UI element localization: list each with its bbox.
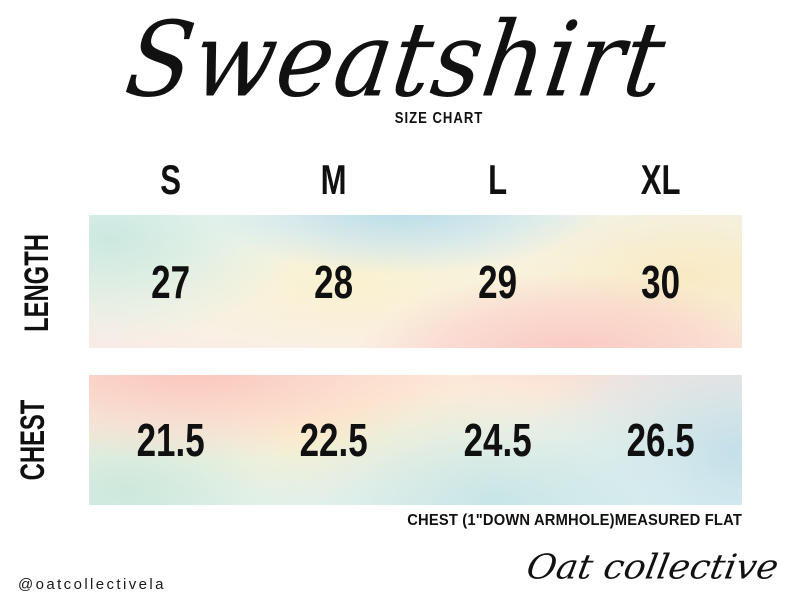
measurement-row-length: 27 28 29 30 bbox=[89, 215, 742, 348]
length-value-xl: 30 bbox=[640, 255, 680, 308]
length-value-s: 27 bbox=[151, 255, 191, 308]
row-label-length: LENGTH bbox=[18, 234, 56, 332]
length-value-l: 29 bbox=[477, 255, 517, 308]
column-header-m: M bbox=[320, 156, 347, 203]
measurement-row-chest: 21.5 22.5 24.5 26.5 bbox=[89, 375, 742, 505]
column-header-s: S bbox=[160, 156, 181, 203]
brand-signature: Oat collective bbox=[523, 548, 782, 587]
chest-value-xl: 26.5 bbox=[626, 414, 695, 466]
chest-value-m: 22.5 bbox=[299, 414, 368, 466]
measurement-footnote: CHEST (1"DOWN ARMHOLE)MEASURED FLAT bbox=[407, 512, 742, 529]
page-title: Sweatshirt bbox=[119, 0, 673, 121]
chest-value-s: 21.5 bbox=[136, 414, 205, 466]
chest-value-l: 24.5 bbox=[463, 414, 532, 466]
title-block: Sweatshirt SIZE CHART bbox=[0, 0, 792, 128]
page-subtitle: SIZE CHART bbox=[394, 110, 484, 127]
column-header-l: L bbox=[487, 156, 507, 203]
length-value-m: 28 bbox=[314, 255, 354, 308]
row-label-chest: CHEST bbox=[14, 399, 52, 481]
social-handle: @oatcollectivela bbox=[18, 576, 166, 593]
column-header-row: S M L XL bbox=[89, 156, 742, 204]
column-header-xl: XL bbox=[640, 156, 681, 203]
